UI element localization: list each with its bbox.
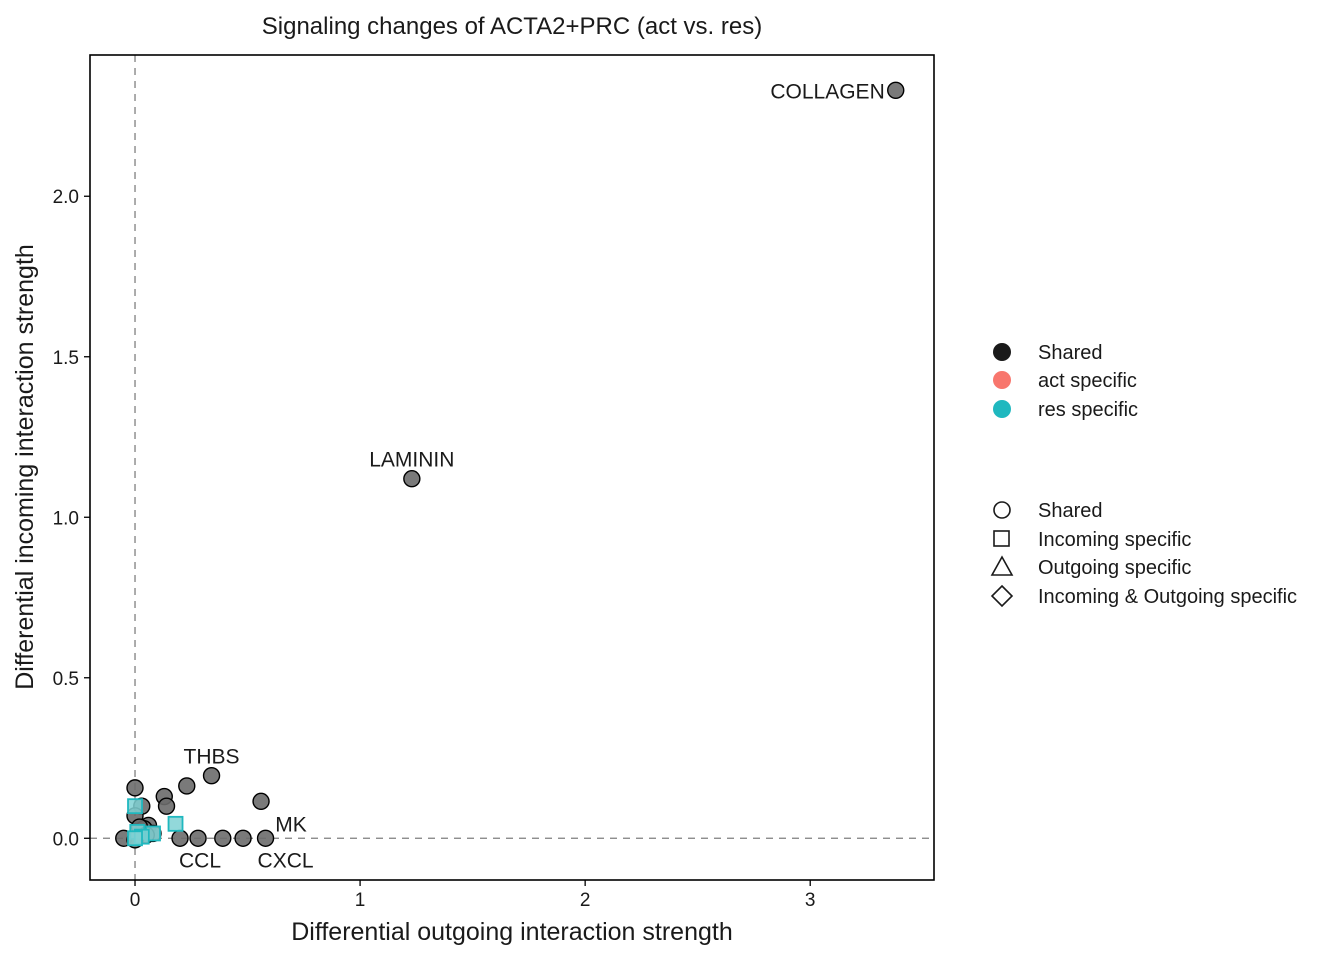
data-point-19	[189, 829, 207, 847]
point-label-ccl: CCL	[179, 849, 221, 872]
x-axis-title: Differential outgoing interaction streng…	[291, 918, 732, 946]
plot-frame	[89, 54, 935, 881]
legend-shape-diamond-icon	[990, 584, 1014, 608]
data-point-3	[252, 792, 270, 811]
legend-shape-triangle-icon	[990, 555, 1014, 576]
data-point-res-square-27	[127, 830, 143, 847]
legend-shape-circle-icon	[993, 501, 1011, 519]
data-point-res-square-22	[127, 798, 143, 815]
x-tick-label-0: 0	[130, 890, 141, 911]
legend-shape-label-both: Incoming & Outgoing specific	[1038, 586, 1297, 608]
plot-area: COLLAGEN LAMININ THBS MK CXCL CCL 0 1 2 3 0.0 0.5 1.…	[53, 54, 935, 911]
legend-shape: Shared Incoming specific Outgoing specif…	[990, 500, 1297, 608]
x-tick-label-3: 3	[805, 890, 816, 911]
legend-color-label-shared: Shared	[1038, 342, 1103, 364]
legend-color-key-res	[993, 400, 1011, 418]
y-tick-label-3: 1.5	[53, 348, 79, 369]
x-tick-label-2: 2	[580, 890, 591, 911]
data-point-21	[234, 829, 252, 847]
y-axis-title: Differential incoming interaction streng…	[11, 244, 39, 690]
data-point-6	[178, 777, 196, 795]
point-label-mk: MK	[275, 813, 307, 836]
data-point-1	[403, 470, 421, 488]
y-tick-label-4: 2.0	[53, 187, 79, 208]
legend-color-label-act: act specific	[1038, 370, 1137, 392]
legend-color: Shared act specific res specific	[993, 342, 1138, 421]
point-label-laminin: LAMININ	[369, 449, 454, 472]
point-label-cxcl: CXCL	[258, 849, 314, 872]
x-tick-label-1: 1	[355, 890, 366, 911]
legend-shape-label-outgoing: Outgoing specific	[1038, 557, 1191, 579]
data-point-4	[256, 829, 275, 847]
legend-shape-square-icon	[993, 530, 1010, 547]
data-point-res-square-23	[167, 815, 184, 832]
y-tick-label-0: 0.0	[53, 829, 79, 850]
chart-title: Signaling changes of ACTA2+PRC (act vs. …	[262, 13, 762, 40]
data-point-5	[171, 829, 189, 847]
legend-color-label-res: res specific	[1038, 399, 1138, 421]
point-label-thbs: THBS	[184, 746, 240, 769]
legend-color-key-shared	[993, 343, 1011, 361]
data-point-2	[202, 766, 221, 785]
data-point-0	[887, 81, 905, 100]
legend-shape-label-shared: Shared	[1038, 500, 1103, 522]
point-label-collagen: COLLAGEN	[770, 80, 884, 103]
y-tick-label-2: 1.0	[53, 508, 79, 529]
data-point-20	[214, 829, 232, 847]
legend-color-key-act	[993, 371, 1011, 389]
data-point-9	[126, 779, 144, 797]
y-tick-label-1: 0.5	[53, 669, 79, 690]
data-point-8	[157, 797, 176, 815]
legend-shape-label-incoming: Incoming specific	[1038, 529, 1191, 551]
